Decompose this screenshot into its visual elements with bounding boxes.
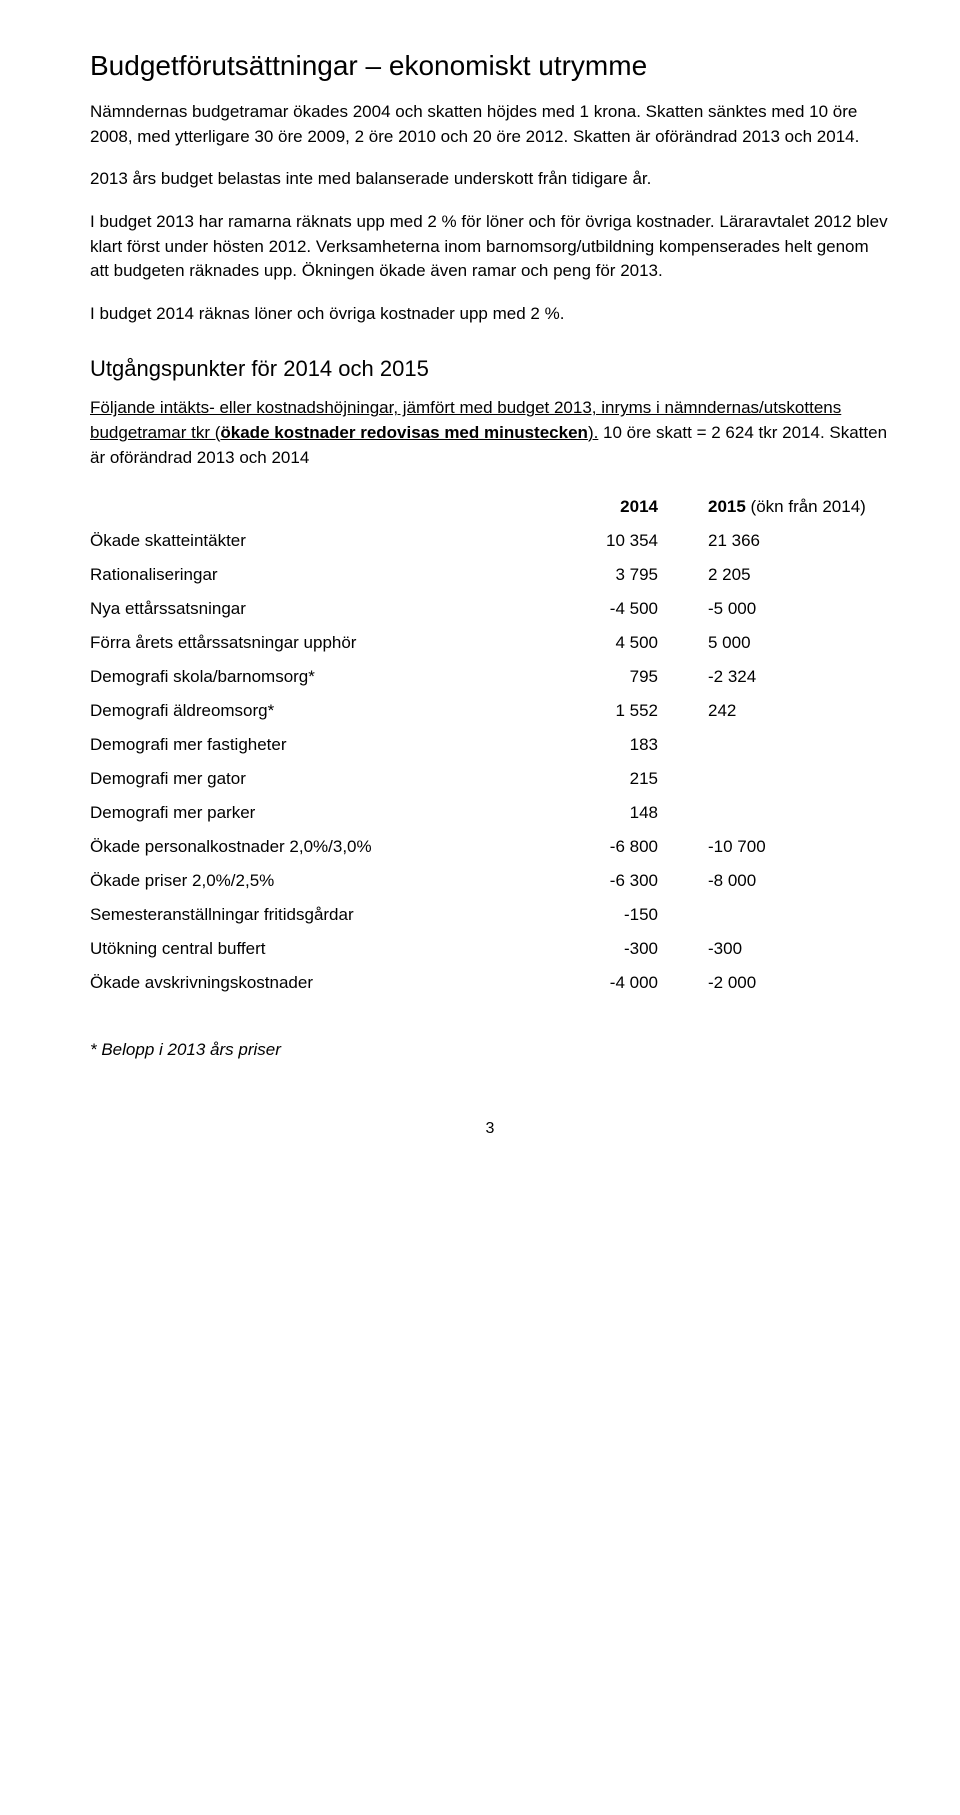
row-value-2014: 795 [554, 660, 698, 694]
row-label: Förra årets ettårssatsningar upphör [90, 626, 554, 660]
row-label: Demografi mer parker [90, 796, 554, 830]
row-value-2014: -300 [554, 932, 698, 966]
header-2015-bold: 2015 [708, 497, 751, 516]
table-row: Förra årets ettårssatsningar upphör4 500… [90, 626, 890, 660]
table-row: Semesteranställningar fritidsgårdar-150 [90, 898, 890, 932]
row-label: Demografi mer gator [90, 762, 554, 796]
table-row: Ökade personalkostnader 2,0%/3,0%-6 800-… [90, 830, 890, 864]
paragraph-4: I budget 2014 räknas löner och övriga ko… [90, 302, 890, 327]
table-row: Demografi äldreomsorg*1 552242 [90, 694, 890, 728]
row-label: Ökade skatteintäkter [90, 524, 554, 558]
row-label: Rationaliseringar [90, 558, 554, 592]
intro-bold: ökade kostnader redovisas med minustecke… [220, 423, 588, 442]
page-number: 3 [90, 1120, 890, 1138]
table-row: Ökade skatteintäkter10 35421 366 [90, 524, 890, 558]
footnote: * Belopp i 2013 års priser [90, 1040, 890, 1060]
row-value-2014: 3 795 [554, 558, 698, 592]
page-title: Budgetförutsättningar – ekonomiskt utrym… [90, 50, 890, 82]
row-value-2014: -150 [554, 898, 698, 932]
row-value-2015 [698, 898, 890, 932]
table-row: Demografi skola/barnomsorg*795-2 324 [90, 660, 890, 694]
paragraph-2: 2013 års budget belastas inte med balans… [90, 167, 890, 192]
row-value-2015 [698, 796, 890, 830]
row-value-2014: 10 354 [554, 524, 698, 558]
row-value-2015 [698, 728, 890, 762]
row-label: Demografi äldreomsorg* [90, 694, 554, 728]
table-row: Rationaliseringar3 7952 205 [90, 558, 890, 592]
row-value-2014: 1 552 [554, 694, 698, 728]
row-value-2015: -2 324 [698, 660, 890, 694]
table-header-blank [90, 490, 554, 524]
row-label: Ökade personalkostnader 2,0%/3,0% [90, 830, 554, 864]
row-value-2015: 242 [698, 694, 890, 728]
table-header-2014: 2014 [554, 490, 698, 524]
table-row: Demografi mer parker148 [90, 796, 890, 830]
row-label: Demografi mer fastigheter [90, 728, 554, 762]
row-value-2015 [698, 762, 890, 796]
table-row: Demografi mer gator215 [90, 762, 890, 796]
section-subheading: Utgångspunkter för 2014 och 2015 [90, 356, 890, 382]
header-2015-tail: (ökn från 2014) [751, 497, 866, 516]
row-value-2014: 148 [554, 796, 698, 830]
row-label: Demografi skola/barnomsorg* [90, 660, 554, 694]
row-value-2014: 4 500 [554, 626, 698, 660]
row-value-2014: 183 [554, 728, 698, 762]
row-value-2014: -4 500 [554, 592, 698, 626]
table-body: Ökade skatteintäkter10 35421 366Rational… [90, 524, 890, 1000]
row-value-2014: -4 000 [554, 966, 698, 1000]
row-value-2015: -10 700 [698, 830, 890, 864]
row-value-2014: -6 300 [554, 864, 698, 898]
intro-block: Följande intäkts- eller kostnadshöjninga… [90, 396, 890, 470]
table-header-2015: 2015 (ökn från 2014) [698, 490, 890, 524]
row-label: Ökade priser 2,0%/2,5% [90, 864, 554, 898]
row-value-2015: 5 000 [698, 626, 890, 660]
row-label: Ökade avskrivningskostnader [90, 966, 554, 1000]
paragraph-3: I budget 2013 har ramarna räknats upp me… [90, 210, 890, 284]
intro-underline-2: ). [588, 423, 598, 442]
table-row: Utökning central buffert-300-300 [90, 932, 890, 966]
row-value-2015: -2 000 [698, 966, 890, 1000]
row-value-2015: -300 [698, 932, 890, 966]
row-label: Semesteranställningar fritidsgårdar [90, 898, 554, 932]
table-row: Demografi mer fastigheter183 [90, 728, 890, 762]
row-label: Utökning central buffert [90, 932, 554, 966]
paragraph-1: Nämndernas budgetramar ökades 2004 och s… [90, 100, 890, 149]
row-value-2015: -5 000 [698, 592, 890, 626]
table-row: Ökade avskrivningskostnader-4 000-2 000 [90, 966, 890, 1000]
table-row: Ökade priser 2,0%/2,5%-6 300-8 000 [90, 864, 890, 898]
row-value-2015: 2 205 [698, 558, 890, 592]
row-value-2014: 215 [554, 762, 698, 796]
row-value-2014: -6 800 [554, 830, 698, 864]
row-value-2015: -8 000 [698, 864, 890, 898]
budget-table: 2014 2015 (ökn från 2014) Ökade skattein… [90, 490, 890, 1000]
row-label: Nya ettårssatsningar [90, 592, 554, 626]
table-row: Nya ettårssatsningar-4 500-5 000 [90, 592, 890, 626]
row-value-2015: 21 366 [698, 524, 890, 558]
table-header-row: 2014 2015 (ökn från 2014) [90, 490, 890, 524]
